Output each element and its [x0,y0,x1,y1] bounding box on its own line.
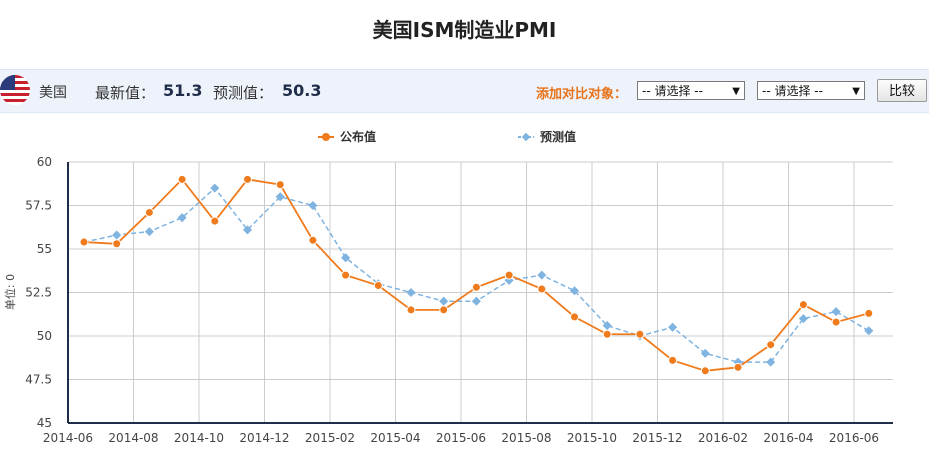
data-point [144,227,154,237]
dropdown-arrow-icon: ▼ [732,86,740,97]
data-point [668,355,678,365]
data-point [766,340,776,350]
data-point [570,312,579,322]
data-point [243,174,252,184]
y-axis-ticks: 45 47.5 50 52.5 55 57.5 60 [25,155,52,430]
y-tick-label: 57.5 [25,199,52,213]
compare-label: 添加对比对象： [536,87,628,102]
data-point [700,348,710,358]
data-point [439,305,449,315]
data-point [112,230,122,240]
data-point [733,362,743,372]
compare-button[interactable]: 比较 [877,79,927,102]
x-tick-label: 2014-08 [108,431,158,445]
data-point [471,296,481,306]
x-tick-label: 2015-10 [567,431,617,445]
data-point [79,237,89,247]
data-point [537,284,547,294]
x-tick-label: 2015-04 [370,431,420,445]
data-point [308,200,318,211]
y-tick-label: 52.5 [25,286,52,300]
chart-legend: 公布值 预测值 [318,129,576,144]
x-tick-label: 2014-10 [174,431,224,445]
us-flag-icon [0,75,30,105]
data-point [831,307,841,317]
chart-grid [67,161,893,424]
data-point [700,366,710,376]
latest-value: 51.3 [163,81,203,100]
x-tick-label: 2016-06 [829,431,879,445]
legend-marker [521,132,531,142]
data-point [864,326,874,336]
x-tick-label: 2014-12 [239,431,289,445]
data-point [144,207,154,217]
y-tick-label: 60 [37,155,52,169]
page-title: 美国ISM制造业PMI [372,18,557,42]
info-bar: 美国 最新值： 51.3 预测值： 50.3 添加对比对象： -- 请选择 --… [0,69,929,113]
data-point [275,180,285,190]
data-point [504,270,514,280]
data-point [635,329,645,339]
data-point [406,287,416,298]
x-tick-label: 2016-04 [763,431,813,445]
data-point [798,300,808,310]
legend-label: 公布值 [340,129,376,144]
data-point [668,322,678,332]
x-tick-label: 2015-12 [632,431,682,445]
data-point [210,216,220,226]
latest-value-label: 最新值： [95,84,156,102]
x-axis-ticks: 2014-06 2014-08 2014-10 2014-12 2015-02 2015-… [43,431,879,445]
data-point [210,183,220,193]
x-tick-label: 2014-06 [43,431,93,445]
compare-select-1-value: -- 请选择 -- [642,84,703,98]
forecast-value-label: 预测值： [213,84,274,102]
compare-select-1[interactable]: -- 请选择 -- ▼ [637,81,745,100]
compare-select-2[interactable]: -- 请选择 -- ▼ [757,81,865,100]
x-tick-label: 2015-08 [501,431,551,445]
series-line [83,178,870,372]
legend-label: 预测值 [540,129,576,144]
y-tick-label: 47.5 [25,373,52,387]
data-point [242,225,253,235]
legend-marker [322,133,330,141]
data-point [341,270,351,280]
y-tick-label: 55 [37,242,52,256]
data-point [439,296,449,306]
x-tick-label: 2016-02 [698,431,748,445]
data-point [373,281,383,291]
data-point [112,239,122,249]
y-tick-label: 50 [37,329,52,343]
data-point [602,329,612,339]
country-name: 美国 [39,85,67,101]
compare-select-2-value: -- 请选择 -- [762,84,823,98]
x-tick-label: 2015-06 [436,431,486,445]
y-axis-label: 单位: 0 [3,274,17,310]
data-point [537,270,547,280]
data-point [177,174,187,184]
data-point [406,305,416,315]
data-point [864,308,874,318]
data-point [308,235,318,245]
forecast-value: 50.3 [282,81,322,100]
dropdown-arrow-icon: ▼ [852,86,860,97]
data-point [831,317,841,327]
x-tick-label: 2015-02 [305,431,355,445]
data-point [471,282,481,292]
y-tick-label: 45 [37,416,52,430]
